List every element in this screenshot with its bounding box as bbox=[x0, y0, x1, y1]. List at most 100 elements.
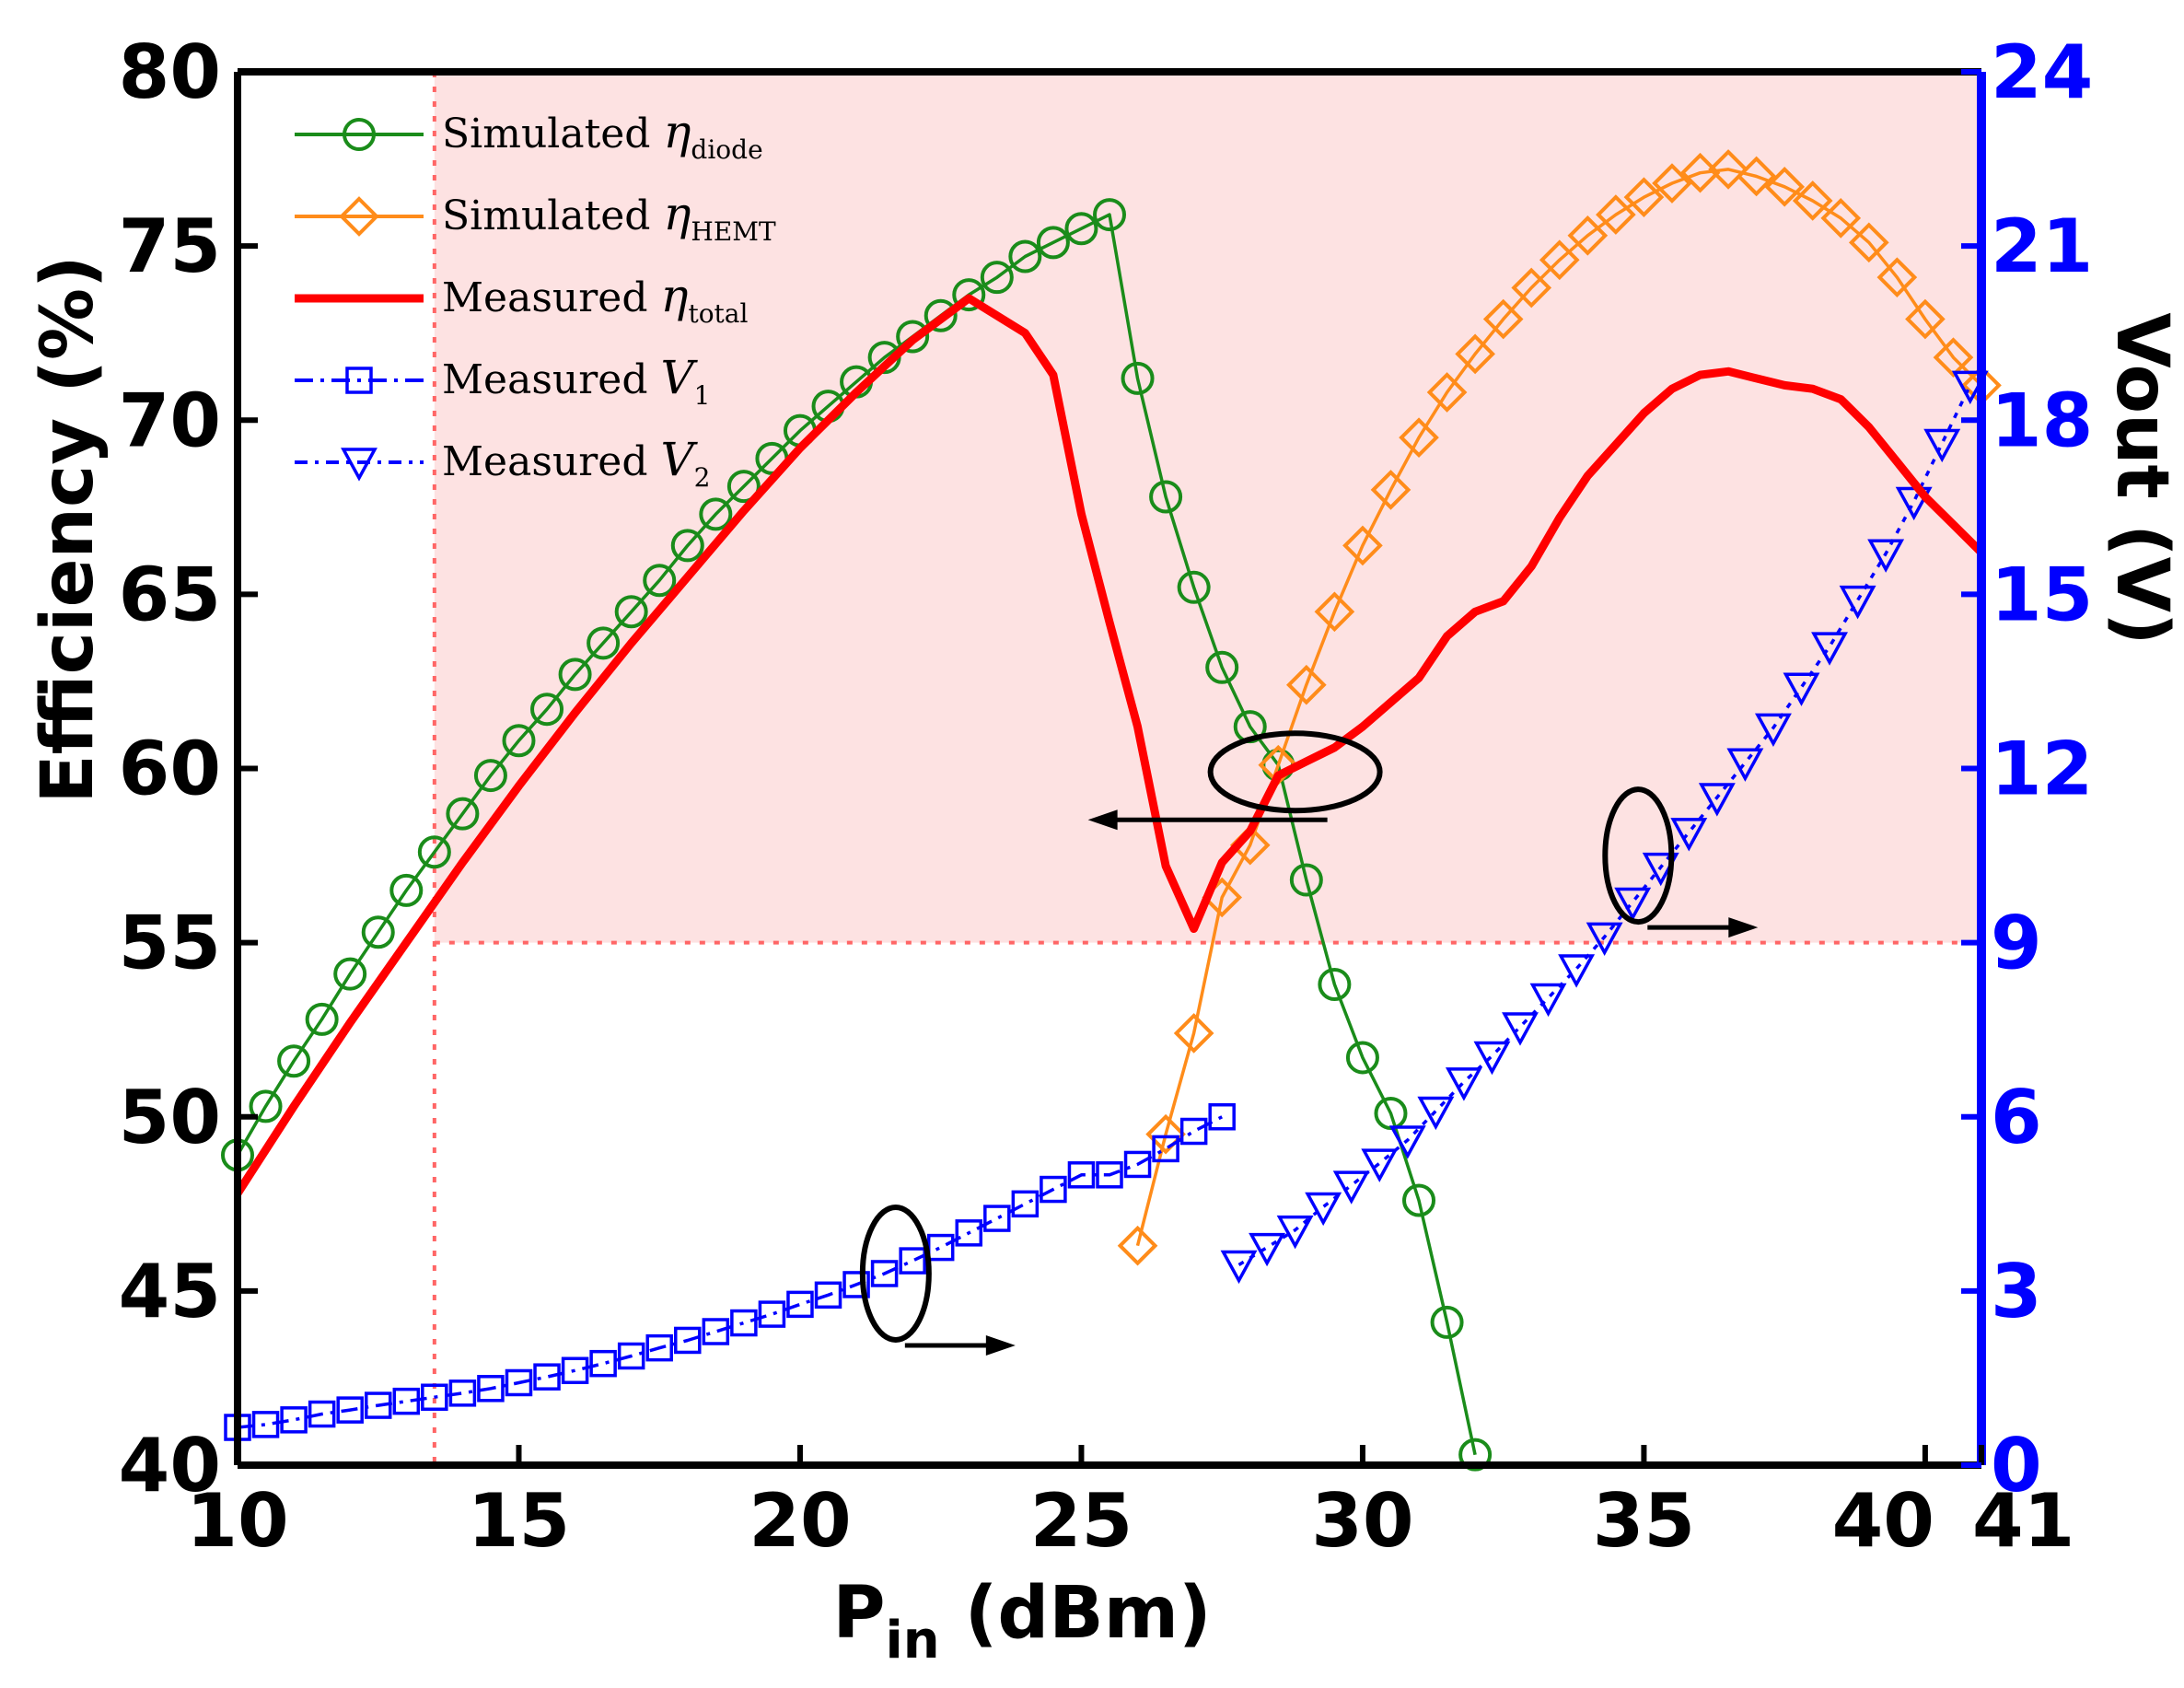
series-1-point-5 bbox=[333, 957, 367, 991]
series-1-point-10 bbox=[473, 759, 507, 793]
series-1-point-34 bbox=[1149, 480, 1183, 514]
series-4-point-3 bbox=[280, 1406, 308, 1434]
series-1-point-14 bbox=[587, 626, 621, 660]
series-1-point-6 bbox=[361, 915, 395, 949]
series-4-point-16 bbox=[645, 1333, 673, 1362]
series-2-point-24 bbox=[1764, 166, 1805, 207]
legend-label-5: Measured V2 bbox=[442, 433, 710, 493]
series-4-point-6 bbox=[364, 1391, 392, 1419]
series-5-point-3 bbox=[1276, 1215, 1314, 1250]
series-1-point-39 bbox=[1289, 863, 1323, 897]
y-left-tick-label-75: 75 bbox=[119, 204, 221, 289]
series-4-point-31 bbox=[1067, 1161, 1096, 1189]
series-4-point-8 bbox=[421, 1383, 448, 1411]
series-1-point-3 bbox=[277, 1044, 311, 1078]
y-right-tick-label-24: 24 bbox=[1991, 29, 2093, 115]
series-4-point-22 bbox=[814, 1281, 842, 1310]
series-1-point-25 bbox=[896, 320, 930, 354]
series-2-point-29 bbox=[1905, 298, 1946, 340]
series-4-point-19 bbox=[730, 1309, 758, 1337]
series-5-point-26 bbox=[1923, 428, 1961, 463]
series-4-point-36 bbox=[1208, 1103, 1236, 1131]
series-4-point-4 bbox=[308, 1400, 336, 1428]
series-1-point-41 bbox=[1345, 1041, 1379, 1075]
series-2-point-13 bbox=[1455, 333, 1495, 375]
series-2-point-16 bbox=[1539, 239, 1580, 281]
series-1-point-32 bbox=[1093, 198, 1126, 232]
series-5-point-13 bbox=[1558, 954, 1596, 988]
series-1-point-40 bbox=[1318, 968, 1352, 1002]
series-3-line bbox=[234, 294, 1985, 1196]
series-5 bbox=[1220, 370, 1989, 1285]
y-right-tick-label-15: 15 bbox=[1991, 552, 2093, 637]
legend-item-4: Measured V1 bbox=[295, 351, 710, 411]
series-5-point-18 bbox=[1698, 783, 1736, 817]
series-4-point-21 bbox=[786, 1290, 814, 1319]
series-2-point-28 bbox=[1876, 257, 1918, 297]
axes bbox=[234, 68, 1986, 1469]
series-5-point-8 bbox=[1417, 1096, 1455, 1131]
y-left-tick-label-50: 50 bbox=[119, 1075, 221, 1160]
series-4-point-35 bbox=[1179, 1117, 1208, 1146]
y-left-tick-label-80: 80 bbox=[119, 29, 221, 115]
annotation-arrowhead-3 bbox=[1728, 917, 1759, 938]
x-tick-label-25: 25 bbox=[1030, 1478, 1133, 1564]
series-1-point-4 bbox=[305, 1002, 339, 1036]
y-right-tick-label-12: 12 bbox=[1991, 727, 2093, 812]
series-1-point-12 bbox=[530, 693, 564, 727]
series-4-point-15 bbox=[617, 1342, 645, 1370]
series-4-point-14 bbox=[589, 1349, 617, 1378]
series-4-point-10 bbox=[477, 1375, 505, 1403]
series-5-point-6 bbox=[1361, 1148, 1399, 1182]
series-2-point-18 bbox=[1596, 194, 1636, 235]
series-4-point-11 bbox=[505, 1368, 533, 1397]
series-layer bbox=[221, 149, 2002, 1472]
legend-item-1: Simulated ηdiode bbox=[295, 105, 763, 165]
annotation-ellipse-1 bbox=[1207, 730, 1383, 814]
series-1-point-15 bbox=[614, 595, 648, 629]
series-4-point-25 bbox=[899, 1247, 926, 1275]
series-1-point-13 bbox=[558, 658, 592, 692]
series-5-point-12 bbox=[1529, 983, 1567, 1018]
series-1-point-31 bbox=[1064, 212, 1098, 246]
legend-swatch-marker-4 bbox=[345, 367, 373, 394]
legend-label-2: Simulated ηHEMT bbox=[442, 187, 776, 247]
y-axis-left-title: Efficiency (%) bbox=[27, 255, 110, 803]
series-4-point-20 bbox=[758, 1300, 786, 1328]
series-1-point-9 bbox=[446, 797, 480, 831]
series-5-point-23 bbox=[1839, 585, 1876, 620]
threshold-lines bbox=[432, 72, 1981, 1465]
series-2-point-15 bbox=[1511, 267, 1552, 308]
series-2-point-9 bbox=[1342, 525, 1383, 566]
x-tick-label-15: 15 bbox=[468, 1478, 570, 1564]
y-right-tick-label-18: 18 bbox=[1991, 378, 2093, 463]
series-5-point-22 bbox=[1811, 632, 1848, 666]
series-2-point-25 bbox=[1792, 180, 1833, 221]
y-left-tick-label-65: 65 bbox=[119, 552, 221, 637]
legend-item-3: Measured ηtotal bbox=[295, 269, 748, 329]
series-4-point-17 bbox=[674, 1326, 702, 1355]
y-right-tick-label-0: 0 bbox=[1991, 1423, 2042, 1508]
series-2-point-1 bbox=[1117, 1225, 1158, 1266]
series-1-point-16 bbox=[643, 564, 677, 598]
y-right-tick-label-9: 9 bbox=[1991, 901, 2042, 986]
series-4-point-12 bbox=[533, 1363, 561, 1391]
series-2-point-12 bbox=[1426, 372, 1468, 413]
x-tick-label-35: 35 bbox=[1593, 1478, 1695, 1564]
series-1-point-45 bbox=[1458, 1438, 1493, 1472]
series-4-line bbox=[237, 1115, 1223, 1429]
series-4-point-2 bbox=[251, 1411, 280, 1438]
x-tick-label-10: 10 bbox=[186, 1478, 288, 1564]
y-right-tick-label-21: 21 bbox=[1991, 204, 2093, 289]
y-left-tick-label-40: 40 bbox=[119, 1423, 221, 1508]
series-2-point-26 bbox=[1820, 198, 1862, 239]
series-4-point-5 bbox=[336, 1396, 364, 1424]
series-2-point-8 bbox=[1314, 591, 1355, 633]
series-5-point-20 bbox=[1754, 713, 1792, 748]
y-right-tick-label-3: 3 bbox=[1991, 1249, 2042, 1334]
series-1-point-2 bbox=[249, 1089, 283, 1123]
series-4-point-18 bbox=[702, 1318, 730, 1345]
legend-item-2: Simulated ηHEMT bbox=[295, 187, 776, 247]
series-1-point-26 bbox=[924, 298, 958, 332]
annotation-arrowhead-2 bbox=[985, 1334, 1016, 1356]
